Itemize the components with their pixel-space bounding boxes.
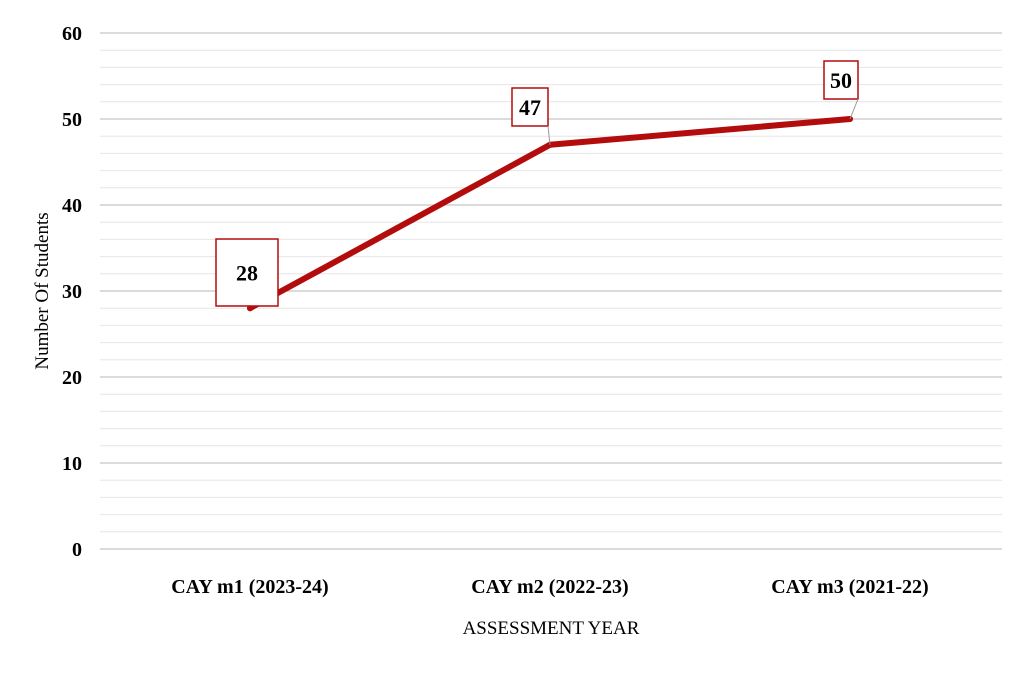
data-label-box bbox=[823, 60, 859, 100]
y-tick-label: 10 bbox=[62, 453, 82, 475]
y-tick-label: 20 bbox=[62, 367, 82, 389]
x-category-label: CAY m2 (2022-23) bbox=[471, 576, 628, 598]
data-label-box bbox=[215, 238, 279, 307]
y-tick-label: 0 bbox=[72, 539, 82, 561]
x-axis-category-labels: CAY m1 (2023-24) CAY m2 (2022-23) CAY m3 (… bbox=[171, 576, 928, 598]
x-category-label: CAY m3 (2021-22) bbox=[771, 576, 928, 598]
data-label-text: 50 bbox=[830, 68, 852, 93]
x-axis-title: ASSESSMENT YEAR bbox=[463, 618, 640, 639]
y-tick-label: 40 bbox=[62, 195, 82, 217]
data-label-text: 47 bbox=[519, 95, 541, 120]
data-label-text: 28 bbox=[236, 261, 258, 286]
gridlines bbox=[100, 32, 1002, 550]
data-label: 28 bbox=[215, 238, 279, 307]
y-tick-label: 30 bbox=[62, 281, 82, 303]
y-axis-tick-labels: 0 10 20 30 40 50 60 bbox=[62, 23, 82, 561]
data-label-box bbox=[511, 87, 549, 127]
data-label: 47 bbox=[511, 87, 551, 145]
data-labels: 28 47 50 bbox=[215, 60, 859, 307]
y-axis-title: Number Of Students bbox=[32, 212, 53, 369]
data-label: 50 bbox=[823, 60, 859, 120]
leader-line bbox=[849, 98, 859, 120]
leader-line bbox=[547, 125, 551, 145]
x-category-label: CAY m1 (2023-24) bbox=[171, 576, 328, 598]
data-series bbox=[247, 116, 853, 312]
y-tick-label: 60 bbox=[62, 23, 82, 45]
y-tick-label: 50 bbox=[62, 109, 82, 131]
